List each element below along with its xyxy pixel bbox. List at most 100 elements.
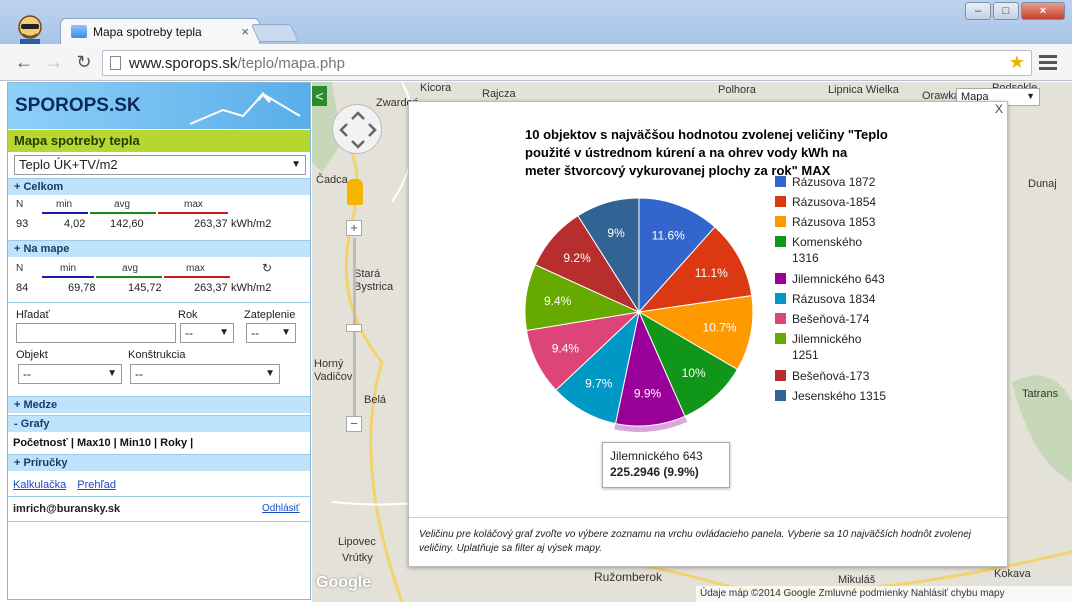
zoom-out-button[interactable]: − bbox=[346, 416, 362, 432]
url-path: /teplo/mapa.php bbox=[237, 55, 345, 72]
map-town-label: Horný Vadičov bbox=[314, 358, 353, 383]
section-na-mape[interactable]: + Na mape bbox=[8, 240, 310, 257]
link-kalkulacka[interactable]: Kalkulačka bbox=[13, 479, 67, 491]
map-type-value: Mapa bbox=[961, 91, 989, 103]
zateplenie-label: Zateplenie bbox=[244, 309, 296, 321]
link-prehlad[interactable]: Prehľad bbox=[77, 479, 116, 491]
legend-swatch bbox=[775, 313, 786, 324]
map-town-label: Čadca bbox=[316, 174, 348, 186]
new-tab-button[interactable] bbox=[250, 24, 300, 42]
browser-tab-active[interactable]: Mapa spotreby tepla × bbox=[60, 18, 260, 45]
pie-slice-label: 9% bbox=[607, 226, 625, 240]
min-underline bbox=[42, 276, 94, 278]
legend-label[interactable]: Bešeňová-173 bbox=[792, 369, 870, 383]
legend-label[interactable]: Rázusova 1834 bbox=[792, 292, 876, 306]
legend-label[interactable]: Rázusova-1854 bbox=[792, 195, 876, 209]
street-view-pegman-icon[interactable] bbox=[347, 179, 363, 205]
pie-slice-label: 9.4% bbox=[544, 294, 572, 308]
konstrukcia-label: Konštrukcia bbox=[128, 349, 186, 361]
reload-button[interactable]: ↻ bbox=[76, 52, 92, 72]
collapse-panel-button[interactable]: < bbox=[312, 86, 327, 106]
map-pan-control[interactable] bbox=[332, 104, 382, 154]
url-host: www.sporops.sk bbox=[129, 55, 238, 72]
rok-select[interactable]: -- ▼ bbox=[180, 323, 234, 343]
objekt-select-value: -- bbox=[23, 367, 31, 381]
pie-slice[interactable] bbox=[637, 226, 753, 313]
pie-slice[interactable] bbox=[638, 197, 716, 314]
stat-min-value: 4,02 bbox=[64, 218, 86, 230]
pie-slice-label: 9.9% bbox=[634, 387, 662, 401]
back-button[interactable]: ← bbox=[15, 52, 33, 72]
section-prirucky[interactable]: + Príručky bbox=[8, 454, 310, 471]
browser-menu-icon[interactable] bbox=[1038, 53, 1058, 73]
search-input[interactable] bbox=[16, 323, 176, 343]
legend-label[interactable]: Jesenského 1315 bbox=[792, 389, 886, 403]
map-town-label: Lipovec bbox=[338, 536, 376, 548]
chart-popup: X 10 objektov s najväčšou hodnotou zvole… bbox=[408, 101, 1008, 567]
map-attribution[interactable]: Údaje máp ©2014 Google Zmluvné podmienky… bbox=[696, 586, 1072, 602]
bookmark-star-icon[interactable]: ★ bbox=[1008, 52, 1025, 72]
stat-n-label: N bbox=[16, 199, 24, 210]
pie-slice-highlight bbox=[614, 416, 688, 433]
section-medze[interactable]: + Medze bbox=[8, 396, 310, 413]
zateplenie-select[interactable]: -- ▼ bbox=[246, 323, 296, 343]
profile-avatar-icon[interactable] bbox=[14, 12, 46, 44]
user-email: imrich@buransky.sk bbox=[13, 503, 121, 515]
pan-arrows-icon bbox=[339, 111, 377, 149]
legend-label[interactable]: Bešeňová-174 bbox=[792, 312, 870, 326]
map-town-label: Dunaj bbox=[1028, 178, 1057, 190]
legend-label[interactable]: Jilemnického bbox=[792, 332, 862, 346]
stat-unit: kWh/m2 bbox=[231, 218, 272, 230]
site-logo[interactable]: SPOROPS.SK bbox=[8, 83, 310, 129]
konstrukcia-select[interactable]: -- ▼ bbox=[130, 364, 280, 384]
address-bar[interactable]: www.sporops.sk/teplo/mapa.php ★ bbox=[102, 50, 1032, 76]
quantity-select-value: Teplo ÚK+TV/m2 bbox=[19, 157, 118, 172]
zoom-slider-handle[interactable] bbox=[346, 324, 362, 332]
pie-slice-label: 11.6% bbox=[652, 228, 685, 242]
legend-label[interactable]: Rázusova 1853 bbox=[792, 215, 876, 229]
chevron-down-icon: ▼ bbox=[281, 327, 291, 338]
refresh-icon[interactable]: ↻ bbox=[262, 261, 273, 275]
pie-slice-label: 9.2% bbox=[563, 251, 591, 265]
section-celkom[interactable]: + Celkom bbox=[8, 178, 310, 195]
chart-title-line: 10 objektov s najväčšou hodnotou zvolene… bbox=[525, 127, 888, 142]
objekt-select[interactable]: -- ▼ bbox=[18, 364, 122, 384]
stat-min-label: min bbox=[60, 263, 77, 274]
section-grafy[interactable]: - Grafy bbox=[8, 415, 310, 432]
legend-label[interactable]: Rázusova 1872 bbox=[792, 175, 876, 189]
map-town-label: Tatrans bbox=[1022, 388, 1059, 400]
legend-label[interactable]: 1316 bbox=[792, 251, 819, 265]
chart-tooltip: Jilemnického 643 225.2946 (9.9%) bbox=[602, 442, 730, 488]
graph-links[interactable]: Početnosť | Max10 | Min10 | Roky | bbox=[13, 437, 194, 449]
legend-label[interactable]: Jilemnického 643 bbox=[792, 272, 885, 286]
map-town-label: Belá bbox=[364, 394, 387, 406]
map-town-label: Orawka bbox=[922, 90, 960, 102]
popup-close-button[interactable]: X bbox=[994, 102, 1003, 116]
tab-close-icon[interactable]: × bbox=[241, 24, 249, 39]
stat-avg-value: 145,72 bbox=[128, 282, 162, 294]
window-minimize-button[interactable]: – bbox=[965, 2, 991, 20]
window-close-button[interactable]: × bbox=[1021, 2, 1065, 20]
zoom-in-button[interactable]: + bbox=[346, 220, 362, 236]
chart-title-line: použité v ústrednom kúrení a na ohrev vo… bbox=[525, 145, 848, 160]
pie-slice[interactable] bbox=[637, 295, 754, 371]
window-maximize-button[interactable]: □ bbox=[993, 2, 1019, 20]
legend-label[interactable]: 1251 bbox=[792, 348, 819, 362]
logout-link[interactable]: Odhlásiť bbox=[262, 503, 300, 514]
legend-label[interactable]: Komenského bbox=[792, 235, 862, 249]
logo-text: SPOROPS.SK bbox=[15, 95, 141, 116]
tooltip-name: Jilemnického 643 bbox=[610, 449, 703, 463]
forward-button[interactable]: → bbox=[45, 52, 63, 72]
stat-avg-label: avg bbox=[122, 263, 139, 274]
map-town-label: Rajcza bbox=[482, 88, 516, 100]
pie-slice[interactable] bbox=[577, 197, 640, 314]
mountain-logo-icon bbox=[189, 91, 301, 125]
stat-unit: kWh/m2 bbox=[231, 282, 272, 294]
quantity-select[interactable]: Teplo ÚK+TV/m2 ▼ bbox=[14, 155, 306, 175]
map-town-label: Vrútky bbox=[342, 552, 373, 564]
stat-max-value: 263,37 bbox=[194, 218, 228, 230]
control-panel: SPOROPS.SK Mapa spotreby tepla Teplo ÚK+… bbox=[7, 82, 311, 600]
map-town-label: Lipnica Wielka bbox=[828, 84, 899, 96]
pie-slice[interactable] bbox=[637, 310, 739, 417]
map-town-label: Mikuláš bbox=[838, 574, 876, 586]
